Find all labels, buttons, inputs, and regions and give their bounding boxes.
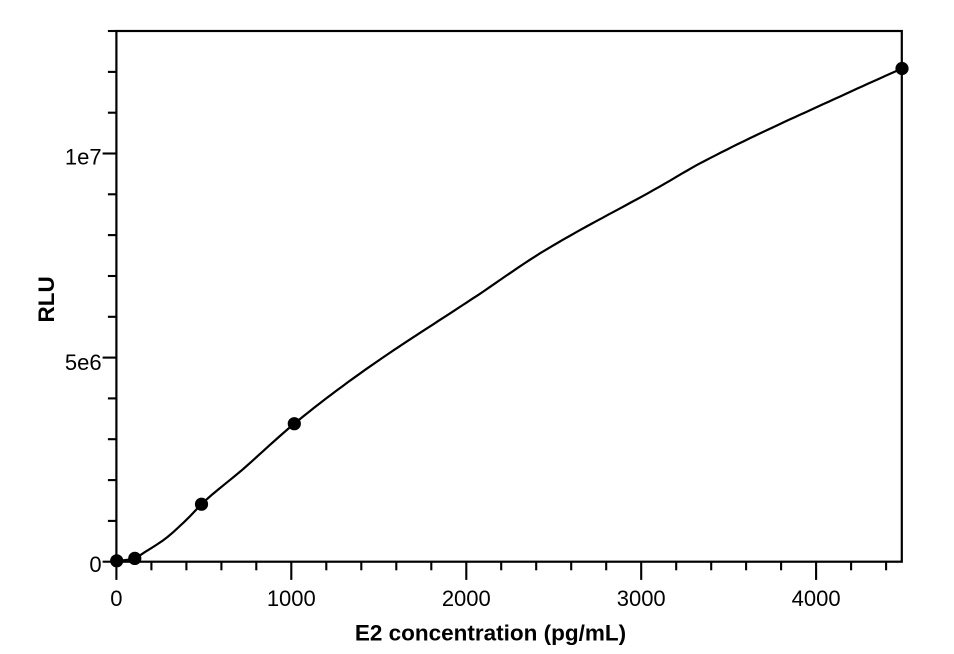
- svg-text:4000: 4000: [792, 586, 841, 611]
- svg-text:2000: 2000: [442, 586, 491, 611]
- svg-text:0: 0: [110, 586, 122, 611]
- svg-text:3000: 3000: [617, 586, 666, 611]
- svg-text:5e6: 5e6: [65, 350, 102, 375]
- svg-text:RLU: RLU: [34, 276, 59, 322]
- svg-text:1000: 1000: [267, 586, 316, 611]
- svg-text:E2 concentration (pg/mL): E2 concentration (pg/mL): [355, 621, 626, 646]
- svg-text:1e7: 1e7: [65, 145, 102, 170]
- svg-text:0: 0: [89, 552, 101, 577]
